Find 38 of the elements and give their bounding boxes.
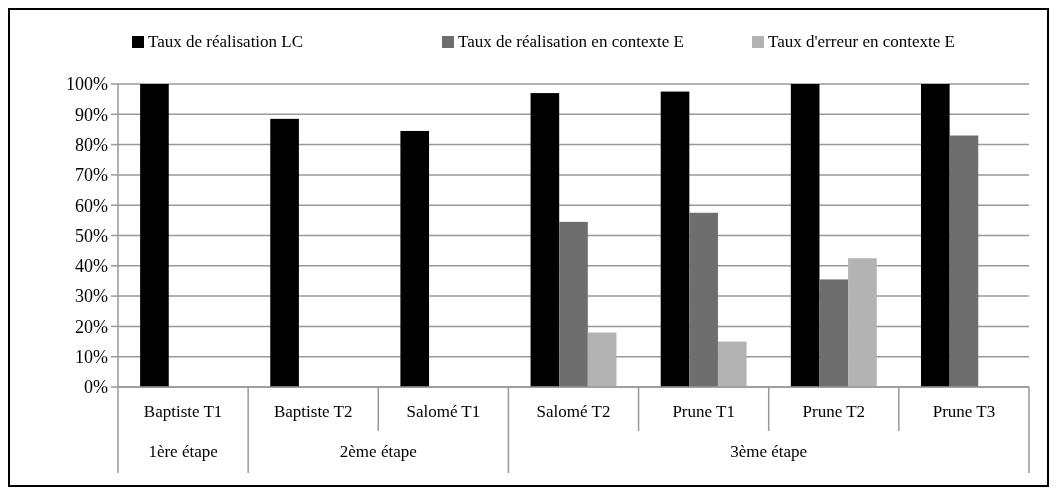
bar: [400, 130, 430, 387]
bar: [689, 212, 718, 387]
y-tick-label: 30%: [75, 286, 108, 307]
x-tick-label: Salomé T2: [536, 402, 611, 421]
y-tick-label: 90%: [75, 104, 108, 125]
y-tick-label: 80%: [75, 134, 108, 155]
x-tick-label: Prune T3: [932, 402, 996, 421]
x-tick-label: Baptiste T1: [143, 402, 223, 421]
bar: [819, 279, 849, 387]
y-tick-label: 40%: [75, 256, 108, 277]
x-tick-label: Prune T1: [672, 402, 735, 421]
x-tick-label: Baptiste T2: [273, 402, 353, 421]
bar: [270, 118, 299, 387]
bar: [140, 84, 169, 387]
bar: [660, 91, 690, 387]
bar: [717, 341, 747, 387]
text: 1ère étape: [148, 442, 218, 461]
bar: [949, 135, 979, 387]
bar: [920, 84, 950, 387]
y-tick-label: 0%: [84, 377, 108, 398]
legend-label: Taux de réalisation en contexte E: [458, 32, 684, 51]
bar: [790, 84, 820, 387]
x-tick-label: Salomé T1: [406, 402, 481, 421]
bar: [530, 93, 560, 387]
x-tick-label: Prune T2: [802, 402, 866, 421]
y-tick-label: 60%: [75, 195, 108, 216]
y-tick-label: 20%: [75, 316, 108, 337]
legend-label: Taux de réalisation LC: [148, 32, 304, 51]
y-tick-label: 70%: [75, 165, 108, 186]
y-tick-label: 10%: [75, 347, 108, 367]
text: 2ème étape: [339, 442, 417, 461]
legend-label: Taux d'erreur en contexte E: [768, 32, 955, 51]
bar: [559, 221, 588, 387]
text: 3ème étape: [730, 442, 808, 461]
bar: [848, 258, 877, 387]
y-tick-label: 50%: [75, 225, 108, 246]
y-tick-label: 100%: [66, 74, 108, 95]
bar: [587, 332, 617, 387]
